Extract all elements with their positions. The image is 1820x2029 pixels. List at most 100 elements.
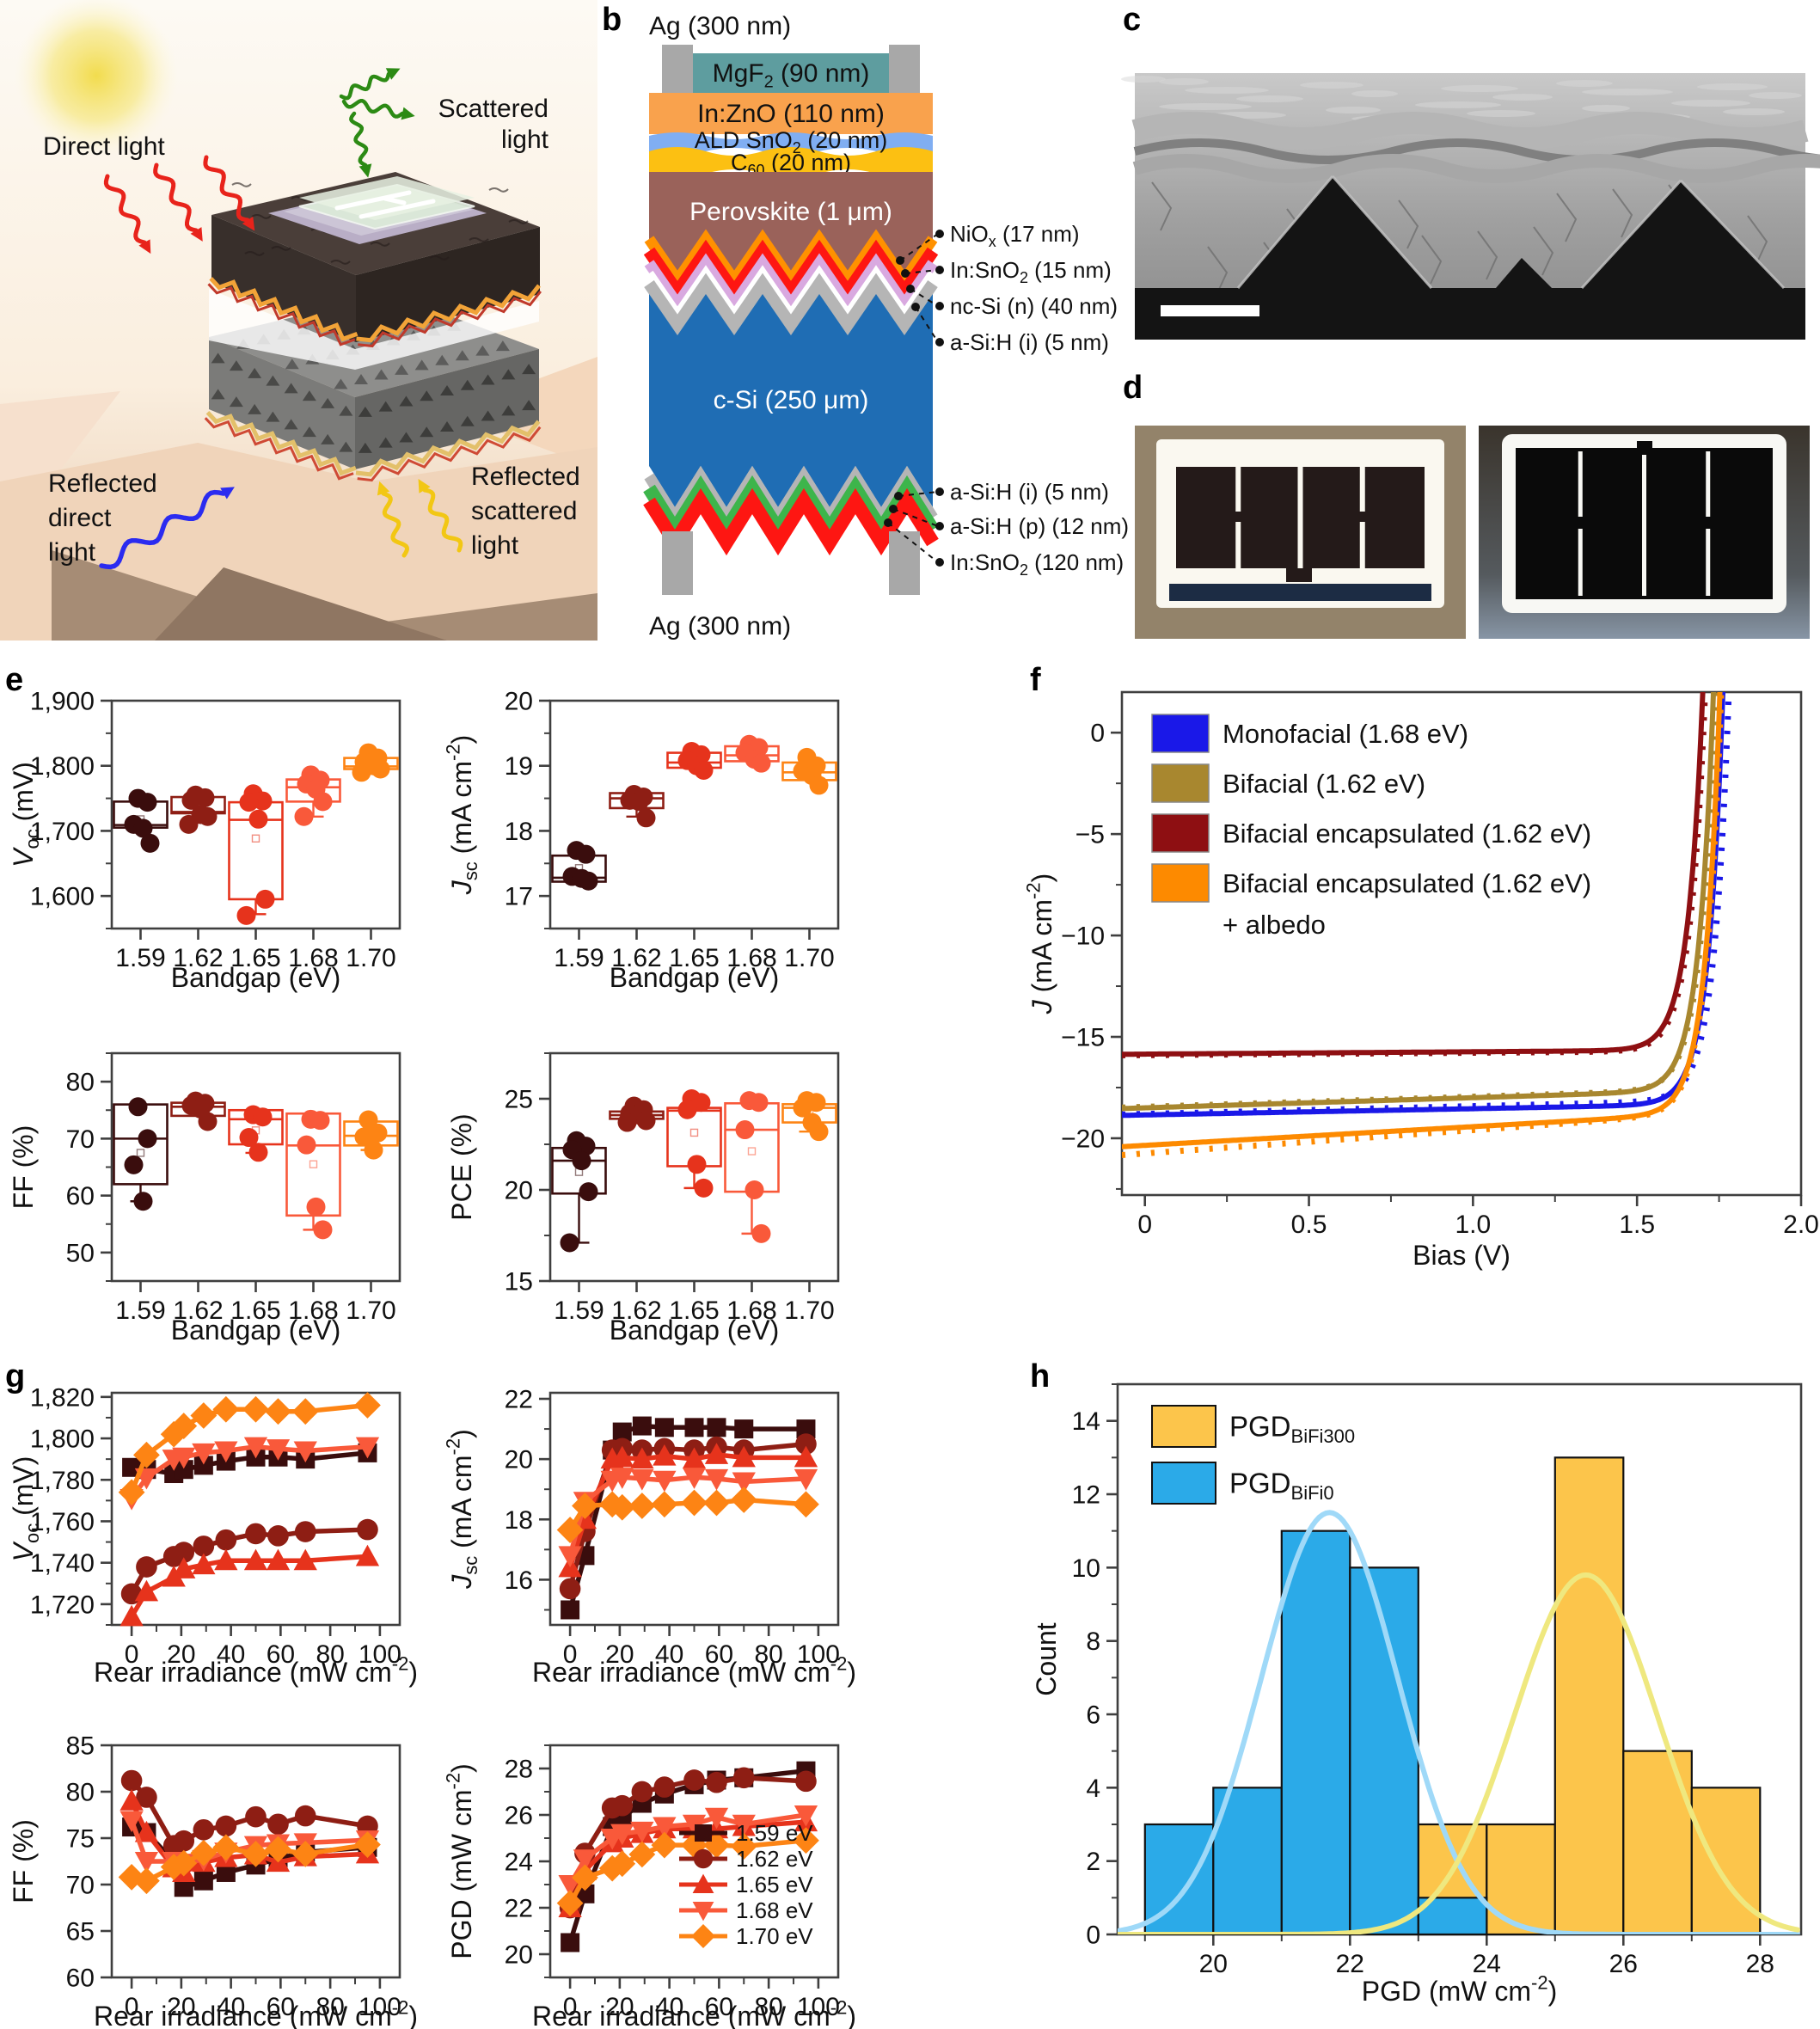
- y-tick-label: 1,900: [30, 688, 95, 716]
- hist-legend: PGDBiFi300 PGDBiFi0: [1151, 1405, 1355, 1505]
- x-axis-title: Bandgap (eV): [171, 1315, 340, 1346]
- x-axis-title: Bandgap (eV): [171, 962, 340, 993]
- g_ff-series: [118, 1769, 381, 1897]
- e_voc-series: [113, 743, 399, 925]
- reflected-scattered-label: scattered: [471, 497, 577, 525]
- y-tick-label: 12: [1072, 1481, 1100, 1510]
- y-axis-title: PGD (mW cm-2): [443, 1763, 477, 1959]
- y-tick-label: 1,740: [30, 1549, 95, 1578]
- ag-electrode: [889, 531, 920, 595]
- x-axis-title: Bias (V): [1412, 1240, 1511, 1271]
- layer-annotation: In:SnO2 (15 nm): [950, 257, 1112, 286]
- y-tick-label: 1,800: [30, 752, 95, 781]
- layer-label: ALD SnO2 (20 nm): [695, 127, 888, 156]
- layer-annotation: a-Si:H (p) (12 nm): [950, 513, 1129, 539]
- x-axis-title: Rear irradiance (mW cm-2): [532, 1997, 856, 2029]
- direct-light-label: Direct light: [43, 132, 165, 161]
- x-tick-label: 1.59: [554, 1296, 604, 1325]
- layer-annotation: NiOx (17 nm): [950, 221, 1080, 250]
- x-tick-label: 20: [1199, 1950, 1228, 1978]
- x-tick-label: 80: [316, 1640, 344, 1669]
- y-tick-label: 50: [66, 1239, 95, 1267]
- y-tick-label: 18: [505, 818, 533, 846]
- x-tick-label: 1.70: [346, 1296, 395, 1325]
- y-tick-label: 20: [505, 1177, 533, 1205]
- y-tick-label: 70: [66, 1872, 95, 1900]
- y-tick-label: 1,800: [30, 1425, 95, 1454]
- x-axis-title: Rear irradiance (mW cm-2): [94, 1653, 418, 1688]
- x-tick-label: 0: [125, 1640, 139, 1669]
- y-axis-title: FF (%): [8, 1819, 39, 1903]
- y-tick-label: 14: [1072, 1407, 1100, 1436]
- x-tick-label: 1.62: [173, 944, 223, 972]
- legend-entry: Bifacial encapsulated (1.62 eV): [1223, 868, 1591, 898]
- y-tick-label: 25: [505, 1086, 533, 1114]
- y-tick-label: 0: [1090, 720, 1105, 748]
- ag-electrode: [889, 45, 920, 95]
- y-tick-label: 80: [66, 1069, 95, 1097]
- x-tick-label: 60: [705, 1993, 733, 2021]
- y-axis-title: Jsc (mA cm-2): [443, 735, 481, 896]
- x-tick-label: 40: [655, 1993, 683, 2021]
- e_pce-series: [551, 1089, 837, 1253]
- x-tick-label: 0: [125, 1993, 139, 2021]
- ag-bottom-label: Ag (300 nm): [649, 612, 791, 641]
- hist-bars: [1143, 1456, 1762, 1936]
- x-tick-label: 1.68: [726, 944, 776, 972]
- x-tick-label: 40: [217, 1993, 245, 2021]
- jv-legend: Monofacial (1.68 eV) Bifacial (1.62 eV) Bi…: [1151, 714, 1591, 940]
- legend-entry: Monofacial (1.68 eV): [1223, 719, 1468, 749]
- x-axis-title: Bandgap (eV): [610, 1315, 779, 1346]
- x-tick-label: 1.65: [230, 944, 280, 972]
- y-tick-label: 4: [1086, 1775, 1100, 1803]
- y-tick-label: 65: [66, 1918, 95, 1946]
- y-tick-label: 1,600: [30, 883, 95, 911]
- x-tick-label: 1.62: [173, 1296, 223, 1325]
- x-tick-label: 26: [1609, 1950, 1638, 1978]
- y-tick-label: −5: [1075, 821, 1105, 849]
- panel-f-label: f: [1030, 662, 1041, 698]
- panel-d-label: d: [1123, 370, 1143, 406]
- y-tick-label: 80: [66, 1779, 95, 1807]
- x-tick-label: 1.62: [611, 1296, 661, 1325]
- legend-entry: 1.68 eV: [736, 1897, 813, 1923]
- contact-grid: [334, 190, 436, 219]
- y-tick-label: 60: [66, 1965, 95, 1993]
- x-tick-label: 1.5: [1619, 1211, 1655, 1239]
- jv-curves: [1122, 692, 1732, 1158]
- x-tick-label: 1.65: [669, 1296, 719, 1325]
- y-tick-label: 28: [505, 1756, 533, 1784]
- g_voc-axes: 1,720 1,740 1,760 1,780 1,800 1,820 0 20 40 60 80 1…: [8, 1383, 418, 1688]
- y-tick-label: 19: [505, 752, 533, 781]
- y-axis-title: Jsc (mA cm-2): [443, 1429, 481, 1590]
- legend-entry: PGDBiFi300: [1229, 1411, 1355, 1447]
- y-tick-label: 6: [1086, 1701, 1100, 1730]
- x-tick-label: 80: [754, 1993, 782, 2021]
- y-tick-label: 22: [505, 1895, 533, 1923]
- x-tick-label: 0: [563, 1640, 578, 1669]
- x-axis-title: Rear irradiance (mW cm-2): [532, 1653, 856, 1688]
- reflected-direct-label: direct: [48, 504, 112, 532]
- device-photos: [1135, 426, 1810, 639]
- scattered-light-label: Scattered: [438, 95, 548, 123]
- x-tick-label: 100: [358, 1993, 401, 2021]
- x-tick-label: 100: [797, 1640, 840, 1669]
- x-tick-label: 1.59: [115, 944, 165, 972]
- x-axis-title: Rear irradiance (mW cm-2): [94, 1997, 418, 2029]
- illustration: Direct light Scattered light Reflected direc…: [0, 0, 597, 641]
- y-tick-label: 1,720: [30, 1591, 95, 1619]
- y-tick-label: 1,700: [30, 818, 95, 846]
- y-axis-title: PCE (%): [446, 1113, 477, 1220]
- y-tick-label: −15: [1061, 1024, 1105, 1052]
- legend-entry: 1.59 eV: [736, 1820, 813, 1846]
- layer-annotation: nc-Si (n) (40 nm): [950, 293, 1118, 319]
- x-tick-label: 0: [1137, 1211, 1152, 1239]
- y-axis-title: Voc (mV): [8, 762, 43, 867]
- y-tick-label: 26: [505, 1802, 533, 1830]
- panel-c-label: c: [1123, 2, 1142, 38]
- x-tick-label: 1.70: [784, 1296, 834, 1325]
